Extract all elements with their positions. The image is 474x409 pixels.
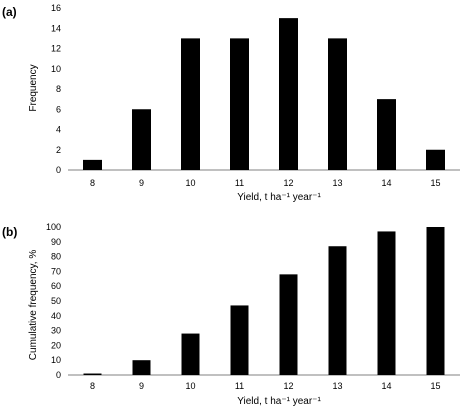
panel-b-x-tick-label: 10 [185,381,195,391]
panel-b-bar-11 [230,305,249,375]
panel-b-bar-15 [426,227,445,375]
panel-a-x-tick-label: 9 [139,178,144,188]
panel-a-y-tick-label: 6 [56,104,61,114]
panel-a-bar-15 [426,149,445,170]
panel-a-x-tick-label: 15 [430,178,440,188]
panel-a-y-tick-label: 4 [56,125,61,135]
panel-a-bar-10 [181,38,200,170]
panel-a-bar-9 [132,109,151,170]
panel-b-y-tick-label: 50 [51,296,61,306]
panel-b-y-tick-label: 20 [51,340,61,350]
panel-b-label: (b) [2,225,17,239]
panel-b-bar-13 [328,246,347,375]
panel-b-x-tick-label: 11 [235,381,244,391]
panel-b-y-tick-label: 100 [46,222,61,232]
panel-b-bar-8 [83,373,102,375]
panel-a-bar-13 [328,38,347,170]
panel-b-x-tick-label: 8 [90,381,95,391]
panel-b-bar-14 [377,231,396,375]
panel-a-x-tick-label: 10 [185,178,195,188]
panel-b-y-tick-label: 80 [51,252,61,262]
panel-b-y-tick-label: 30 [51,326,61,336]
panel-a-bar-8 [83,159,102,170]
panel-a-y-tick-label: 16 [51,3,61,13]
panel-b-x-axis-title: Yield, t ha⁻¹ year⁻¹ [237,396,321,407]
panel-b-y-tick-label: 70 [51,266,61,276]
panel-a-y-tick-label: 2 [56,145,61,155]
panel-a-y-tick-label: 14 [51,23,61,33]
panel-a-x-tick-label: 8 [90,178,95,188]
panel-b-x-tick-label: 14 [381,381,391,391]
panel-b-y-axis-title: Cumulative frequency, % [28,250,39,361]
panel-b-bar-9 [132,360,151,375]
panel-a: (a) Frequency Yield, t ha⁻¹ year⁻¹ 0 2 4 6 8… [2,3,460,203]
panel-a-bar-12 [279,18,298,170]
panel-b-y-tick-label: 40 [51,311,61,321]
panel-b-x-tick-label: 12 [283,381,293,391]
panel-b-y-tick-label: 10 [51,355,61,365]
panel-a-x-tick-label: 14 [381,178,391,188]
panel-a-x-tick-label: 12 [283,178,293,188]
panel-a-y-tick-label: 10 [51,64,61,74]
panel-a-y-axis-title: Frequency [28,64,39,111]
panel-b-bar-12 [279,274,298,375]
panel-a-y-tick-label: 12 [51,44,61,54]
panel-b-y-tick-label: 60 [51,281,61,291]
panel-b-x-tick-label: 9 [139,381,144,391]
panel-a-x-tick-label: 11 [235,178,244,188]
panel-a-y-tick-label: 8 [56,84,61,94]
panel-a-y-tick-label: 0 [56,165,61,175]
panel-a-label: (a) [2,5,17,19]
panel-b-x-tick-label: 13 [332,381,342,391]
panel-b-y-tick-label: 0 [56,370,61,380]
panel-b-bar-10 [181,333,200,375]
panel-b-y-tick-label: 90 [51,237,61,247]
panel-a-x-tick-label: 13 [332,178,342,188]
panel-a-bar-14 [377,99,396,170]
panel-b-x-tick-label: 15 [430,381,440,391]
panel-b: (b) Cumulative frequency, % Yield, t ha⁻… [2,222,460,407]
panel-a-bar-11 [230,38,249,170]
panel-a-x-axis-title: Yield, t ha⁻¹ year⁻¹ [237,192,321,203]
